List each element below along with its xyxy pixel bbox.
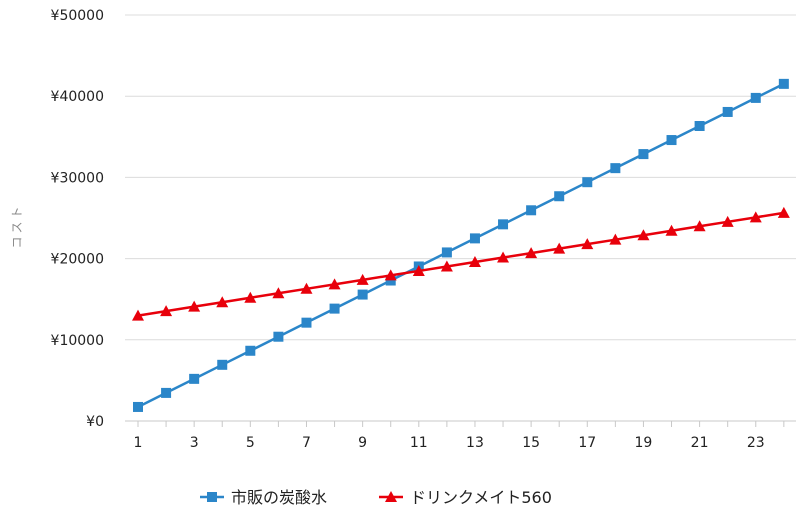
data-point: [778, 78, 789, 89]
data-point: [356, 273, 369, 285]
x-tick-label: 5: [246, 435, 255, 451]
legend-label: ドリンクメイト560: [410, 488, 552, 507]
x-tick-label: 23: [747, 435, 765, 451]
data-point: [188, 300, 201, 312]
data-point: [133, 401, 143, 412]
data-point: [749, 211, 762, 223]
data-point: [526, 205, 537, 216]
data-point: [693, 220, 706, 232]
data-point: [468, 256, 481, 268]
series-1: [133, 78, 789, 412]
y-axis-title: コスト: [10, 203, 24, 248]
x-tick-label: 15: [522, 435, 540, 451]
data-point: [412, 264, 425, 276]
data-point: [245, 345, 256, 356]
data-point: [581, 238, 594, 250]
y-tick-label: ¥50000: [51, 8, 104, 24]
data-point: [272, 287, 285, 299]
data-point: [329, 303, 340, 314]
data-point: [694, 121, 705, 132]
data-point: [469, 233, 480, 244]
data-point: [638, 149, 649, 160]
data-point: [750, 92, 761, 103]
data-point: [161, 387, 172, 398]
data-point: [273, 331, 284, 342]
x-tick-label: 9: [358, 435, 367, 451]
y-tick-label: ¥20000: [51, 252, 104, 268]
x-tick-label: 3: [190, 435, 199, 451]
data-point: [189, 373, 200, 384]
data-point: [553, 242, 566, 254]
grid-lines: [125, 14, 796, 422]
data-point: [217, 359, 228, 370]
data-point: [665, 224, 678, 236]
data-point: [525, 247, 538, 259]
x-tick-label: 19: [635, 435, 653, 451]
data-point: [441, 247, 452, 258]
data-point: [216, 296, 229, 308]
data-point: [609, 233, 622, 245]
series-line: [137, 211, 785, 317]
x-axis: 1 3 5 7 9 11 13 15 17 19 21 23: [134, 421, 785, 451]
series-2: [132, 206, 790, 321]
data-point: [328, 278, 341, 290]
data-point: [244, 291, 257, 303]
series-line: [137, 82, 785, 409]
y-tick-label: ¥0: [86, 414, 104, 430]
data-point: [301, 317, 312, 328]
series-layer: [132, 78, 790, 412]
x-tick-label: 13: [466, 435, 484, 451]
legend-item-1[interactable]: 市販の炭酸水: [200, 488, 327, 507]
y-tick-label: ¥30000: [51, 170, 104, 186]
data-point: [582, 177, 593, 188]
data-point: [357, 289, 368, 300]
y-tick-label: ¥40000: [51, 89, 104, 105]
data-point: [610, 163, 621, 174]
data-point: [497, 251, 510, 263]
data-point: [160, 305, 173, 317]
data-point: [721, 215, 734, 227]
y-tick-label: ¥10000: [51, 333, 104, 349]
data-point: [554, 191, 565, 202]
data-point: [637, 229, 650, 241]
data-point: [385, 275, 396, 286]
legend-marker: [385, 491, 397, 502]
x-tick-label: 21: [691, 435, 709, 451]
data-point: [722, 106, 733, 117]
data-point: [384, 269, 397, 281]
data-point: [777, 206, 790, 218]
data-point: [666, 135, 677, 146]
data-point: [440, 260, 453, 272]
legend-marker: [207, 492, 217, 502]
data-point: [132, 309, 144, 321]
x-tick-label: 1: [134, 435, 143, 451]
x-tick-label: 17: [578, 435, 596, 451]
y-axis: ¥0 ¥10000 ¥20000 ¥30000 ¥40000 ¥50000: [51, 8, 104, 430]
legend[interactable]: 市販の炭酸水 ドリンクメイト560: [200, 488, 552, 507]
x-tick-label: 11: [410, 435, 428, 451]
x-tick-label: 7: [302, 435, 311, 451]
data-point: [300, 282, 313, 294]
legend-label: 市販の炭酸水: [231, 488, 327, 507]
legend-item-2[interactable]: ドリンクメイト560: [379, 488, 552, 507]
data-point: [498, 219, 509, 230]
